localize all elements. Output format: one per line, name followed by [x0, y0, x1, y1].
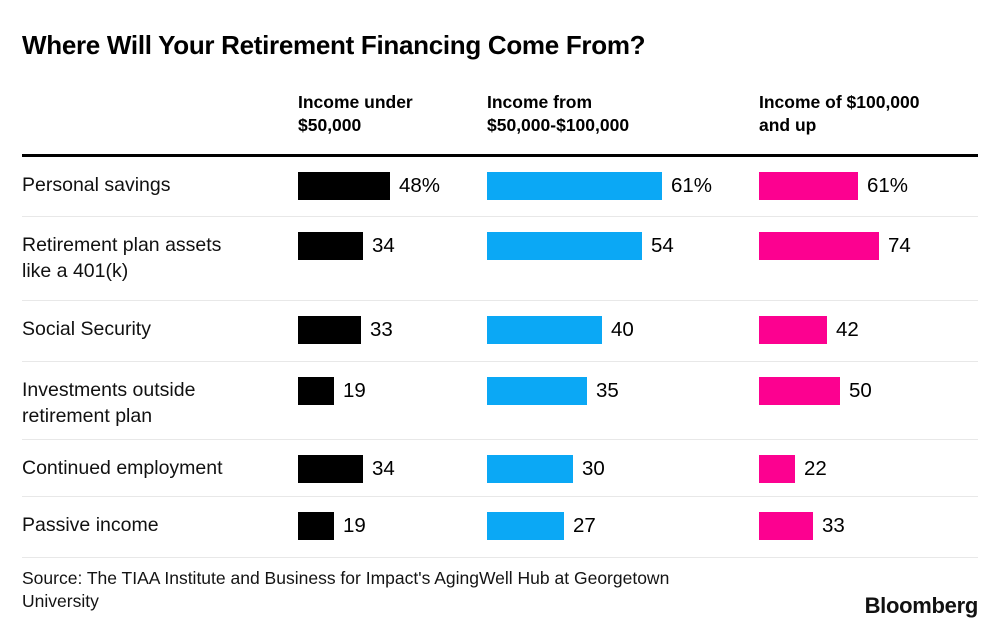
bar-value-label: 22: [804, 457, 827, 480]
bar: [298, 316, 361, 344]
table-row: Retirement plan assets like a 401(k) 34 54…: [22, 217, 978, 301]
bar: [759, 316, 827, 344]
table-row: Investments outside retirement plan 19 35 5…: [22, 362, 978, 440]
bar-value-label: 34: [372, 234, 395, 257]
bar-group: 33: [759, 512, 845, 540]
bar-value-label: 40: [611, 318, 634, 341]
source-note: Source: The TIAA Institute and Business …: [22, 568, 670, 611]
bar-group: 42: [759, 316, 859, 344]
bar-value-label: 35: [596, 379, 619, 402]
bar-value-label: 33: [370, 318, 393, 341]
bar: [759, 512, 813, 540]
bar-group: 22: [759, 455, 827, 483]
bar-group: 61%: [487, 172, 712, 200]
row-label: Retirement plan assets like a 401(k): [22, 234, 222, 282]
bar: [298, 232, 363, 260]
bar-group: 54: [487, 232, 674, 260]
bar: [487, 512, 564, 540]
bar-value-label: 30: [582, 457, 605, 480]
bar: [487, 455, 573, 483]
bar-group: 34: [298, 455, 395, 483]
bar-value-label: 42: [836, 318, 859, 341]
table-row: Continued employment 34 30 22: [22, 440, 978, 497]
bar-value-label: 27: [573, 514, 596, 537]
bar-group: 19: [298, 512, 366, 540]
column-header-income-under-50k: Income under $50,000: [298, 92, 413, 135]
bar-group: 48%: [298, 172, 440, 200]
bar-group: 35: [487, 377, 619, 405]
column-header-income-100k-up: Income of $100,000 and up: [759, 92, 920, 135]
bar-group: 33: [298, 316, 393, 344]
bar-value-label: 61%: [671, 174, 713, 197]
bar-value-label: 74: [888, 234, 911, 257]
bar: [298, 172, 390, 200]
table-row: Personal savings 48% 61% 61%: [22, 157, 978, 217]
row-label: Passive income: [22, 514, 159, 536]
bar-group: 61%: [759, 172, 908, 200]
bar-value-label: 19: [343, 514, 366, 537]
bar-value-label: 19: [343, 379, 366, 402]
chart-rows: Personal savings 48% 61% 61% Retirement plan…: [22, 157, 978, 558]
bar-group: 19: [298, 377, 366, 405]
table-row: Passive income 19 27 33: [22, 497, 978, 558]
bar-value-label: 34: [372, 457, 395, 480]
bar: [487, 316, 602, 344]
bar-group: 40: [487, 316, 634, 344]
bar: [759, 172, 858, 200]
bar: [298, 377, 334, 405]
row-label: Personal savings: [22, 174, 171, 196]
bar-group: 34: [298, 232, 395, 260]
bar: [298, 455, 363, 483]
bar: [487, 232, 642, 260]
bar-value-label: 54: [651, 234, 674, 257]
bar: [759, 455, 795, 483]
bar: [759, 232, 879, 260]
header-rule: [22, 154, 978, 157]
bar-value-label: 61%: [867, 174, 909, 197]
row-label: Investments outside retirement plan: [22, 379, 196, 427]
table-row: Social Security 33 40 42: [22, 301, 978, 362]
bar-value-label: 48%: [399, 174, 441, 197]
bar-value-label: 50: [849, 379, 872, 402]
page-title: Where Will Your Retirement Financing Com…: [22, 30, 646, 60]
bar: [298, 512, 334, 540]
bar-group: 74: [759, 232, 911, 260]
bar-group: 50: [759, 377, 872, 405]
column-header-income-50k-100k: Income from $50,000-$100,000: [487, 92, 630, 135]
bloomberg-logo: Bloomberg: [864, 593, 979, 618]
bar-value-label: 33: [822, 514, 845, 537]
row-label: Continued employment: [22, 457, 223, 479]
bar: [487, 172, 662, 200]
bar-group: 30: [487, 455, 605, 483]
bar-group: 27: [487, 512, 596, 540]
bar: [759, 377, 840, 405]
row-label: Social Security: [22, 318, 151, 340]
bar: [487, 377, 587, 405]
